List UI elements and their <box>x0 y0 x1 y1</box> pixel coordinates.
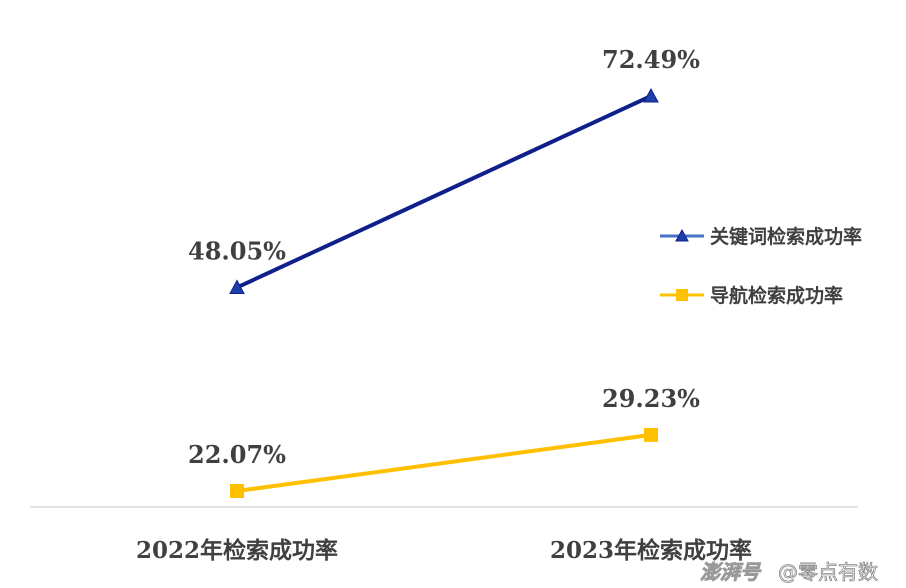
legend-label: 关键词检索成功率 <box>710 225 862 248</box>
series-layer: 48.05% 72.49% 22.07% 29.23% <box>188 45 700 498</box>
data-label: 22.07% <box>188 440 286 469</box>
legend-marker <box>676 289 688 301</box>
series-0: 48.05% 72.49% <box>188 45 700 294</box>
series-1: 22.07% 29.23% <box>188 384 700 498</box>
data-label: 48.05% <box>188 236 286 265</box>
legend-marker <box>675 228 689 242</box>
series-line-1 <box>236 432 652 493</box>
x-tick-label: 2022年检索成功率 <box>136 537 338 564</box>
data-label: 29.23% <box>602 384 700 413</box>
watermark: 澎湃号 @零点有数 <box>700 560 879 585</box>
legend-item-0: 关键词检索成功率 <box>660 225 862 248</box>
series-line-0 <box>236 94 652 290</box>
data-point <box>229 279 245 294</box>
data-point <box>643 87 659 103</box>
legend-item-1: 导航检索成功率 <box>660 284 843 307</box>
watermark-right: @零点有数 <box>778 560 878 584</box>
x-tick-label: 2023年检索成功率 <box>550 537 752 564</box>
legend-label: 导航检索成功率 <box>710 284 843 307</box>
data-label: 72.49% <box>602 45 700 74</box>
watermark-left: 澎湃号 <box>700 560 762 584</box>
data-point <box>230 484 244 498</box>
data-point <box>644 427 658 442</box>
x-tick-labels: 2022年检索成功率 2023年检索成功率 <box>136 537 752 564</box>
